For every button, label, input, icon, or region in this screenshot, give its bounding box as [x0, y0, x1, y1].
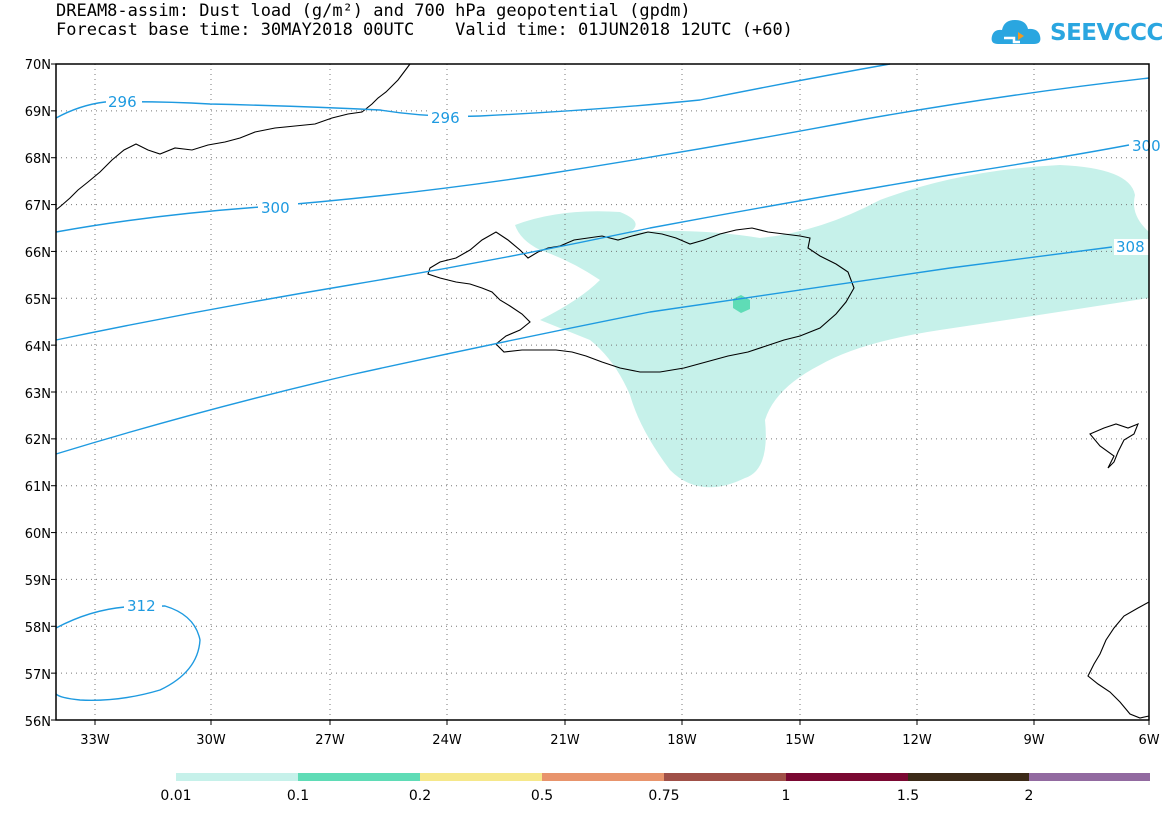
lat-label: 69N: [25, 105, 51, 120]
logo-text: SEEVCCC: [1050, 20, 1163, 46]
lat-label: 65N: [25, 293, 51, 308]
dust-area-low: [515, 165, 1149, 488]
contour-300: [55, 77, 1150, 233]
contour-label: 296: [108, 93, 137, 111]
lat-label: 57N: [25, 668, 51, 683]
lon-label: 18W: [667, 733, 697, 748]
lat-label: 59N: [25, 574, 51, 589]
colorbar-label: 0.2: [409, 788, 431, 804]
lat-label: 64N: [25, 340, 51, 355]
lon-label: 6W: [1138, 733, 1159, 748]
lat-label: 68N: [25, 152, 51, 167]
axis-ticks: [51, 63, 1150, 725]
lat-label: 58N: [25, 621, 51, 636]
lon-label: 27W: [315, 733, 345, 748]
graticule: [56, 64, 1149, 720]
contour-296-west: [55, 63, 891, 119]
geopotential-contours: [55, 63, 1150, 701]
contour-label: 300: [261, 199, 290, 217]
contour-308: [55, 246, 1113, 455]
colorbar-segment: [542, 773, 664, 781]
lat-label: 60N: [25, 527, 51, 542]
iceland-coast: [427, 227, 855, 373]
map-frame: [55, 63, 1150, 721]
colorbar-segment: [664, 773, 786, 781]
lat-label: 62N: [25, 433, 51, 448]
colorbar-label: 0.5: [531, 788, 553, 804]
contour-label: 308: [1116, 238, 1145, 256]
lat-label: 63N: [25, 387, 51, 402]
colorbar-label: 1.5: [897, 788, 919, 804]
lat-label: 66N: [25, 246, 51, 261]
greenland-coast: [55, 63, 411, 211]
lon-label: 24W: [432, 733, 462, 748]
contour-label: 296: [431, 109, 460, 127]
lat-label: 61N: [25, 480, 51, 495]
seevccc-logo: SEEVCCC: [990, 14, 1163, 54]
colorbar-label: 1: [782, 788, 791, 804]
contour-label: 312: [127, 597, 156, 615]
cloud-logo-icon: [991, 20, 1041, 44]
contour-304: [55, 144, 1130, 341]
colorbar-segment: [786, 773, 908, 781]
colorbar: 0.01 0.1 0.2 0.5 0.75 1 1.5 2: [160, 773, 1150, 804]
lat-label: 70N: [25, 58, 51, 73]
colorbar-segment: [298, 773, 420, 781]
contour-label-group: 296 296 300 300 308 312: [106, 93, 1161, 615]
lon-label: 30W: [196, 733, 226, 748]
coastlines: [55, 63, 1150, 719]
colorbar-label: 2: [1025, 788, 1034, 804]
map-title: DREAM8-assim: Dust load (g/m²) and 700 h…: [56, 1, 691, 21]
colorbar-label: 0.75: [648, 788, 679, 804]
lon-label: 21W: [550, 733, 580, 748]
lon-label: 15W: [785, 733, 815, 748]
lon-label: 33W: [80, 733, 110, 748]
map-subtitle: Forecast base time: 30MAY2018 00UTC Vali…: [56, 20, 793, 40]
colorbar-segment: [176, 773, 298, 781]
faroe-islands-coast: [1089, 423, 1139, 469]
colorbar-label: 0.1: [287, 788, 309, 804]
lat-label: 56N: [25, 715, 51, 730]
scotland-coast: [1087, 601, 1150, 719]
lon-label: 9W: [1023, 733, 1044, 748]
colorbar-segment: [908, 773, 1029, 781]
colorbar-segment: [1029, 773, 1150, 781]
longitude-labels: 33W 30W 27W 24W 21W 18W 15W 12W 9W 6W: [80, 733, 1159, 748]
contour-label: 300: [1132, 137, 1161, 155]
lon-label: 12W: [902, 733, 932, 748]
contour-312: [55, 605, 201, 701]
lat-label: 67N: [25, 199, 51, 214]
colorbar-label: 0.01: [160, 788, 191, 804]
latitude-labels: 70N 69N 68N 67N 66N 65N 64N 63N 62N 61N …: [25, 58, 51, 730]
colorbar-segment: [420, 773, 542, 781]
